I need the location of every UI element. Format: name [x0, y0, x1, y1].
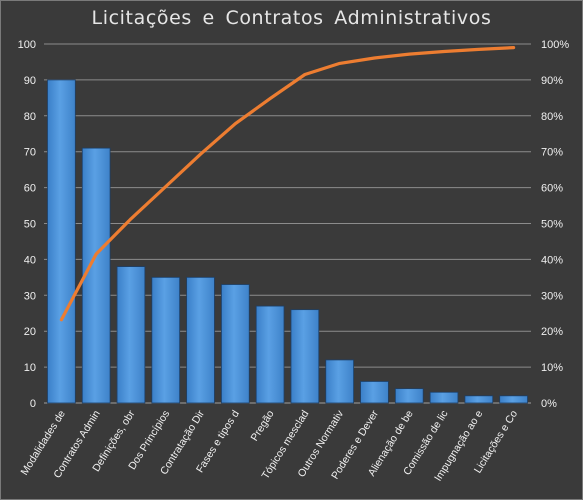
y2-tick-label: 100%	[541, 39, 569, 51]
y2-tick-label: 50%	[541, 219, 563, 231]
y2-tick-label: 80%	[541, 111, 563, 123]
bar	[429, 391, 459, 404]
y-tick-label: 80	[24, 111, 36, 123]
y2-tick-label: 10%	[541, 362, 563, 374]
bar	[81, 147, 111, 404]
bar	[394, 388, 424, 404]
y-tick-label: 60	[24, 183, 36, 195]
bar	[290, 309, 320, 404]
bar	[325, 359, 354, 404]
y-tick-label: 70	[24, 147, 36, 159]
cumulative-line	[59, 46, 516, 322]
bar	[255, 305, 285, 404]
y-tick-label: 50	[24, 219, 36, 231]
y2-tick-label: 60%	[541, 183, 563, 195]
y-tick-label: 0	[30, 398, 36, 410]
y-tick-label: 100	[18, 39, 36, 51]
y2-tick-label: 20%	[541, 326, 563, 338]
y-tick-label: 20	[24, 326, 36, 338]
bar	[116, 266, 146, 404]
chart-title: Licitações e Contratos Administrativos	[91, 7, 492, 29]
bar	[47, 79, 76, 404]
bar	[360, 381, 389, 404]
y2-tick-label: 70%	[541, 147, 563, 159]
bar	[221, 284, 250, 404]
y-tick-label: 40	[24, 254, 36, 266]
bar	[151, 276, 181, 404]
x-category-label: Pregão	[249, 408, 277, 443]
y-tick-label: 90	[24, 75, 36, 87]
y2-tick-label: 30%	[541, 290, 563, 302]
bar	[464, 395, 494, 404]
y-tick-label: 10	[24, 362, 36, 374]
bar	[499, 395, 528, 404]
bar	[186, 276, 215, 404]
y-tick-label: 30	[24, 290, 36, 302]
y2-tick-label: 90%	[541, 75, 563, 87]
y2-tick-label: 40%	[541, 254, 563, 266]
y2-tick-label: 0%	[541, 398, 557, 410]
